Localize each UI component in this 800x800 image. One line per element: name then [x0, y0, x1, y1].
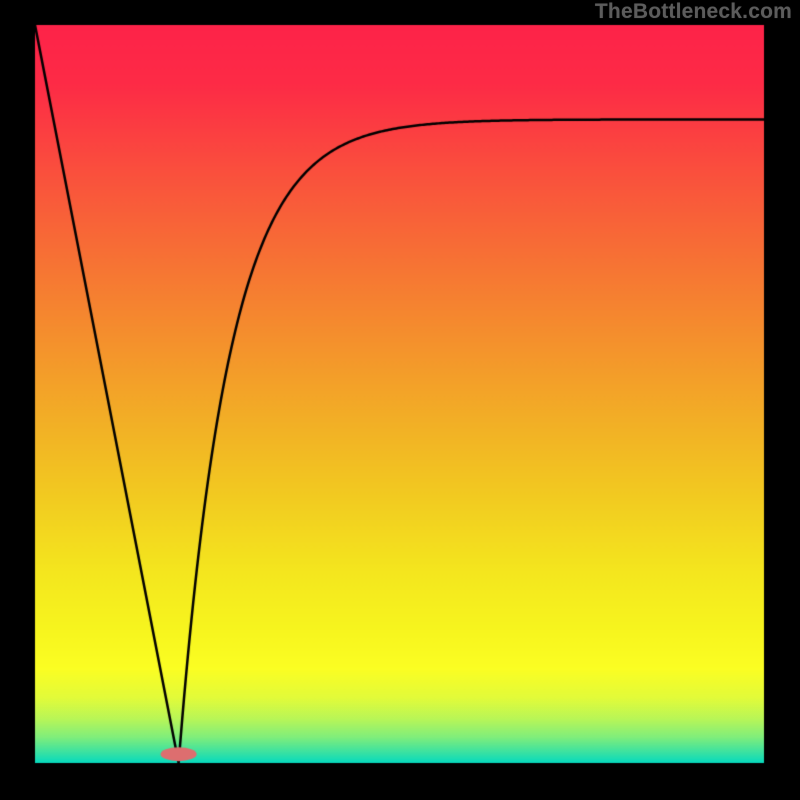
chart-container: TheBottleneck.com: [0, 0, 800, 800]
gradient-v-curve-chart: [0, 0, 800, 800]
